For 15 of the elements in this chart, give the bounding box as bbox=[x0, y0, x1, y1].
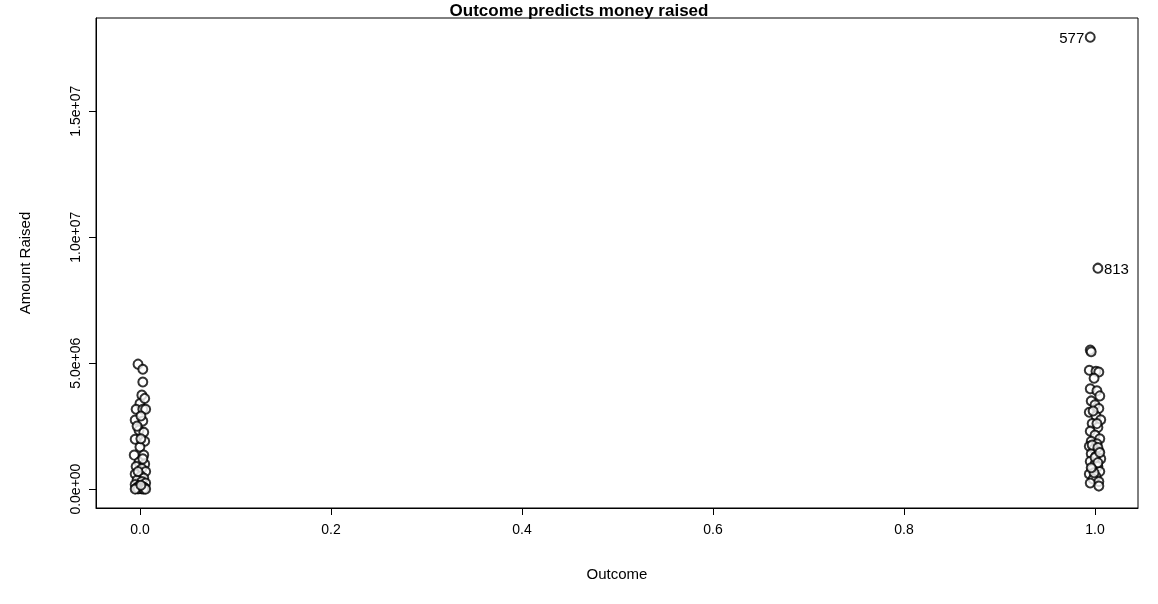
chart-title: Outcome predicts money raised bbox=[449, 1, 709, 20]
x-axis-title: Outcome bbox=[586, 565, 648, 582]
x-tick-label: 1.0 bbox=[1085, 521, 1105, 537]
x-tick-label: 0.8 bbox=[894, 521, 914, 537]
y-tick-label: 1.5e+07 bbox=[67, 85, 83, 137]
annotation: 813 bbox=[1103, 259, 1129, 277]
x-tick-label: 0.2 bbox=[321, 521, 341, 537]
annotation: 577 bbox=[1059, 28, 1085, 46]
x-tick-label: 0.0 bbox=[130, 521, 150, 537]
y-tick-label: 1.0e+07 bbox=[67, 211, 83, 263]
x-tick-label: 0.6 bbox=[703, 521, 723, 537]
y-tick-label: 5.0e+06 bbox=[67, 337, 83, 389]
x-tick-label: 0.4 bbox=[512, 521, 532, 537]
y-tick-label: 0.0e+00 bbox=[67, 463, 83, 515]
y-axis-title: Amount Raised bbox=[16, 211, 33, 315]
